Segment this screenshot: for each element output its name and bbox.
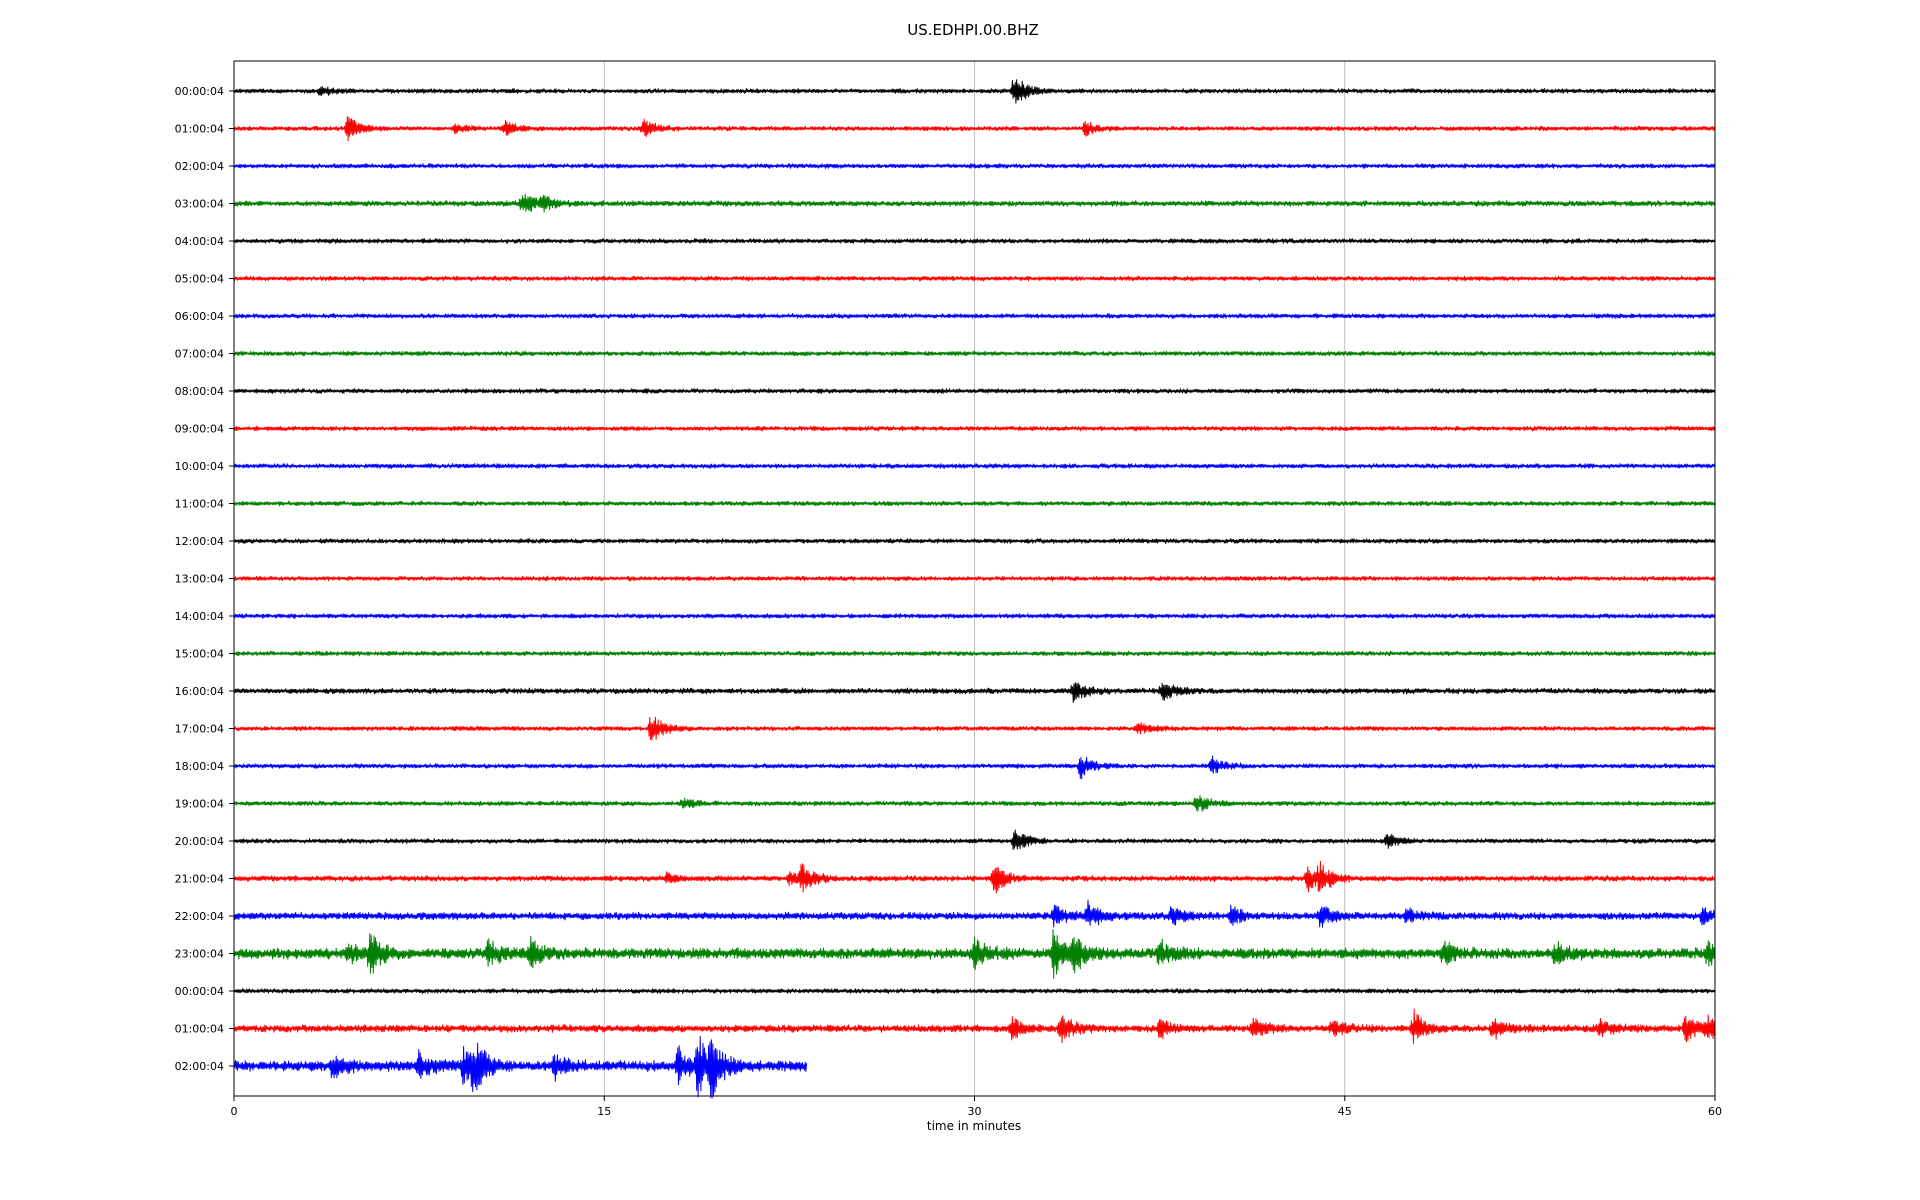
row-time-label: 00:00:04: [175, 85, 224, 98]
trace-line: [233, 575, 1715, 582]
row-time-label: 01:00:04: [175, 123, 224, 136]
trace-line: [233, 1035, 808, 1099]
row-time-label: 13:00:04: [175, 573, 224, 586]
x-axis-label: time in minutes: [927, 1119, 1021, 1133]
trace-line: [233, 755, 1715, 780]
row-time-label: 17:00:04: [175, 723, 224, 736]
trace-line: [233, 275, 1715, 282]
row-time-label: 12:00:04: [175, 535, 224, 548]
trace-line: [233, 193, 1715, 213]
row-time-label: 02:00:04: [175, 160, 224, 173]
trace-line: [233, 116, 1715, 142]
trace-line: [233, 650, 1715, 657]
trace-line: [233, 682, 1715, 703]
row-time-label: 08:00:04: [175, 385, 224, 398]
trace-line: [233, 79, 1715, 104]
trace-line: [233, 350, 1715, 357]
trace-line: [233, 500, 1715, 507]
trace-line: [233, 163, 1715, 169]
trace-line: [233, 425, 1715, 432]
chart-title: US.EDHPI.00.BHZ: [907, 21, 1039, 39]
trace-line: [233, 538, 1715, 544]
row-time-label: 21:00:04: [175, 873, 224, 886]
row-time-label: 16:00:04: [175, 685, 224, 698]
row-time-label: 14:00:04: [175, 610, 224, 623]
row-time-label: 04:00:04: [175, 235, 224, 248]
trace-line: [233, 795, 1715, 812]
trace-line: [233, 313, 1715, 319]
trace-line: [233, 988, 1715, 994]
row-time-label: 19:00:04: [175, 798, 224, 811]
row-time-label: 23:00:04: [175, 948, 224, 961]
trace-line: [233, 613, 1715, 619]
row-time-label: 02:00:04: [175, 1060, 224, 1073]
trace-line: [233, 238, 1715, 244]
row-time-label: 09:00:04: [175, 423, 224, 436]
row-time-label: 03:00:04: [175, 198, 224, 211]
trace-line: [233, 463, 1715, 469]
trace-line: [233, 1008, 1715, 1044]
row-time-label: 15:00:04: [175, 648, 224, 661]
row-time-label: 22:00:04: [175, 910, 224, 923]
trace-line: [233, 388, 1715, 394]
trace-line: [233, 899, 1715, 928]
trace-line: [233, 716, 1715, 741]
seismogram-traces: [233, 79, 1715, 1099]
x-tick-label: 45: [1338, 1105, 1352, 1118]
x-axis-ticks: 0 15 30 45 60: [231, 1096, 1722, 1118]
row-time-label: 11:00:04: [175, 498, 224, 511]
row-time-label: 05:00:04: [175, 273, 224, 286]
trace-line: [233, 929, 1715, 979]
x-tick-label: 15: [597, 1105, 611, 1118]
row-time-label: 10:00:04: [175, 460, 224, 473]
trace-line: [233, 860, 1715, 894]
row-time-label: 01:00:04: [175, 1023, 224, 1036]
row-time-label: 18:00:04: [175, 760, 224, 773]
x-tick-label: 60: [1708, 1105, 1722, 1118]
x-tick-label: 0: [231, 1105, 238, 1118]
row-time-label: 20:00:04: [175, 835, 224, 848]
x-tick-label: 30: [968, 1105, 982, 1118]
row-time-label: 00:00:04: [175, 985, 224, 998]
trace-line: [233, 829, 1715, 851]
row-time-label: 06:00:04: [175, 310, 224, 323]
row-time-labels: 00:00:04 01:00:04 02:00:04 03:00:04 04:00:04…: [175, 85, 234, 1073]
row-time-label: 07:00:04: [175, 348, 224, 361]
